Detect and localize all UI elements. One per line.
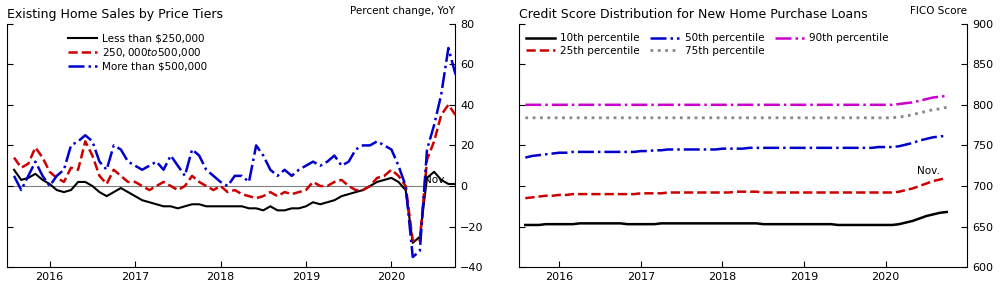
Text: FICO Score: FICO Score xyxy=(910,6,967,16)
Text: Credit Score Distribution for New Home Purchase Loans: Credit Score Distribution for New Home P… xyxy=(519,8,867,21)
Legend: Less than $250,000, $250,000 to $500,000, More than $500,000: Less than $250,000, $250,000 to $500,000… xyxy=(66,31,210,74)
Text: Nov.: Nov. xyxy=(424,175,447,185)
Text: Nov.: Nov. xyxy=(917,166,939,176)
Legend: 10th percentile, 25th percentile, 50th percentile, 75th percentile, 90th percent: 10th percentile, 25th percentile, 50th p… xyxy=(524,31,891,58)
Text: Percent change, YoY: Percent change, YoY xyxy=(350,6,455,16)
Text: Existing Home Sales by Price Tiers: Existing Home Sales by Price Tiers xyxy=(7,8,223,21)
